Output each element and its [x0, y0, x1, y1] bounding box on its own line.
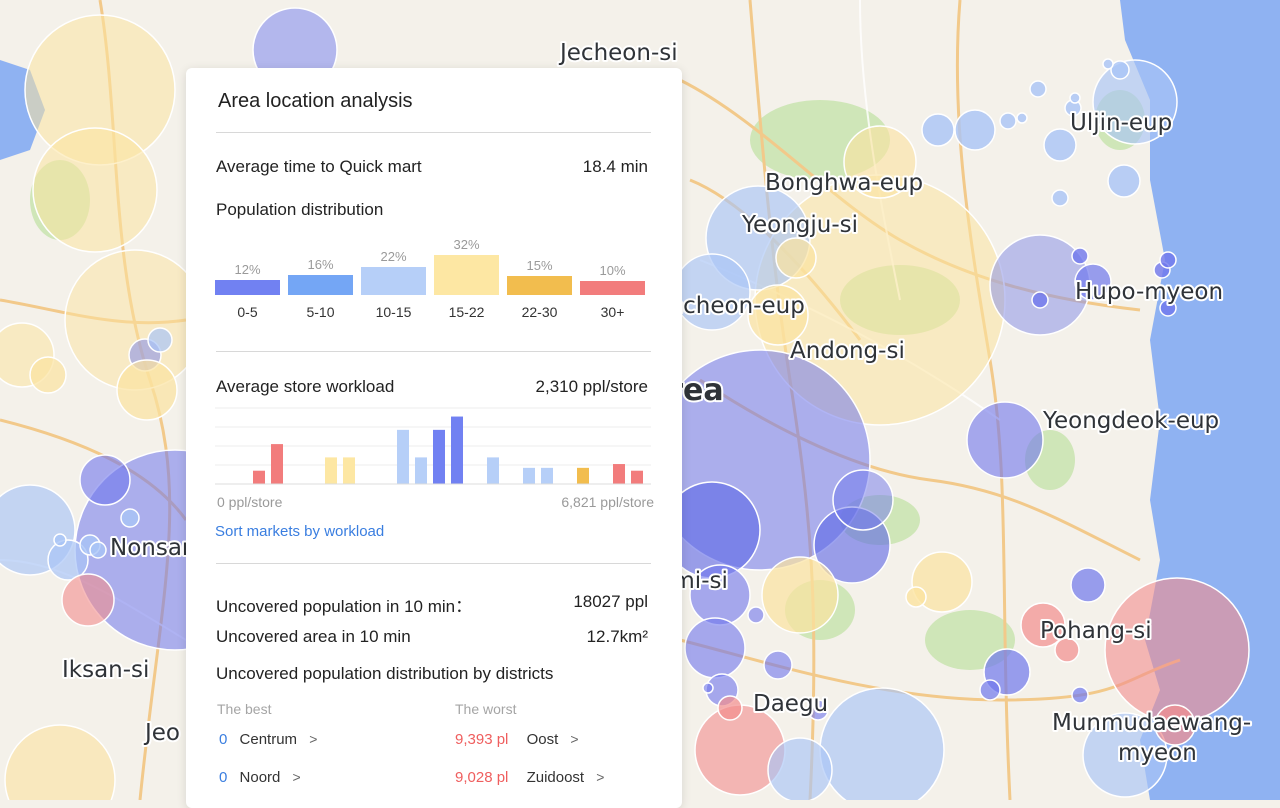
chevron-right-icon: > [309, 731, 318, 747]
workload-row: Average store workload 2,310 ppl/store [216, 377, 648, 397]
uncovered-pop-value: 18027 ppl [573, 592, 648, 611]
workload-bar [343, 457, 355, 484]
avg-time-row: Average time to Quick mart 18.4 min [216, 157, 648, 177]
workload-value: 2,310 ppl/store [535, 377, 648, 396]
bucket-label: 5-10 [306, 304, 335, 320]
best-district-value: 0 [219, 731, 228, 748]
chevron-right-icon: > [596, 769, 605, 785]
worst-district-value: 9,393 pl [455, 731, 509, 748]
bucket-label: 0-5 [237, 304, 258, 320]
bucket-label: 22-30 [521, 304, 558, 320]
bucket-bar [288, 275, 353, 295]
workload-bar [523, 467, 535, 484]
districts-title: Uncovered population distribution by dis… [216, 664, 554, 683]
panel-title: Area location analysis [218, 90, 413, 112]
chevron-right-icon: > [292, 769, 301, 785]
sort-by-workload-link[interactable]: Sort markets by workload [215, 523, 385, 540]
uncovered-area-label: Uncovered area in 10 min [216, 627, 411, 646]
bucket-bar [580, 281, 645, 295]
bucket-percent: 22% [380, 249, 407, 264]
bucket-percent: 12% [234, 262, 261, 277]
worst-district-value: 9,028 pl [455, 769, 509, 786]
uncovered-pop-row: Uncovered population in 10 min： 18027 pp… [216, 592, 648, 617]
bucket-percent: 16% [307, 257, 334, 272]
bucket-label: 15-22 [448, 304, 485, 320]
population-bucket-22-30: 15% 22-30 [507, 228, 572, 328]
bucket-label: 30+ [600, 304, 625, 320]
population-bucket-0-5: 12% 0-5 [215, 228, 280, 328]
uncovered-area-value: 12.7km² [586, 627, 648, 646]
best-district-value: 0 [219, 769, 228, 786]
workload-bar [271, 444, 283, 484]
city-label-munmudaewang: Munmudaewang- [1052, 710, 1251, 736]
city-label-hupo: Hupo-myeon [1075, 279, 1223, 305]
city-label-yeongdeok: Yeongdeok-eup [1042, 408, 1219, 434]
workload-bar [415, 457, 427, 484]
city-label-myeon: myeon [1118, 740, 1197, 766]
workload-bar [451, 416, 463, 484]
uncovered-area-row: Uncovered area in 10 min 12.7km² [216, 627, 648, 647]
bucket-bar [215, 280, 280, 295]
uncovered-pop-label: Uncovered population in 10 min： [216, 597, 473, 616]
city-label-iksan: Iksan-si [62, 657, 149, 683]
divider [216, 563, 651, 564]
city-label-bonghwa: Bonghwa-eup [765, 170, 923, 196]
worst-district-name: Oost [526, 731, 559, 748]
chevron-right-icon: > [570, 731, 579, 747]
population-distribution-chart: 12% 0-5 16% 5-10 22% 10-15 32% 15-22 15% 22-30 10%… [215, 228, 645, 328]
bucket-label: 10-15 [375, 304, 412, 320]
bucket-percent: 10% [599, 263, 626, 278]
avg-time-label: Average time to Quick mart [216, 157, 422, 176]
population-bucket-10-15: 22% 10-15 [361, 228, 426, 328]
workload-bar [325, 457, 337, 484]
workload-bar [541, 467, 553, 484]
best-district-1[interactable]: 0 Centrum > [219, 731, 317, 748]
workload-histogram [215, 407, 651, 485]
coverage-circles[interactable] [0, 7, 1250, 800]
city-label-andong: Andong-si [790, 338, 905, 364]
bucket-percent: 32% [453, 237, 480, 252]
city-label-jeo: Jeo [143, 720, 180, 746]
population-bucket-30+: 10% 30+ [580, 228, 645, 328]
workload-label: Average store workload [216, 377, 395, 396]
city-label-uljin: Uljin-eup [1070, 110, 1172, 136]
workload-bar [613, 464, 625, 484]
population-bucket-15-22: 32% 15-22 [434, 228, 499, 328]
population-bucket-5-10: 16% 5-10 [288, 228, 353, 328]
workload-bar [577, 467, 589, 484]
best-district-name: Centrum [239, 731, 298, 748]
workload-axis-min: 0 ppl/store [217, 494, 283, 510]
workload-bar [397, 429, 409, 484]
best-district-2[interactable]: 0 Noord > [219, 769, 301, 786]
worst-district-name: Zuidoost [526, 769, 585, 786]
city-label-nonsan: Nonsan [110, 535, 197, 561]
workload-bar [487, 457, 499, 484]
area-analysis-panel: Area location analysis Average time to Q… [186, 68, 682, 808]
best-district-name: Noord [239, 769, 281, 786]
bucket-bar [434, 255, 499, 295]
worst-district-2[interactable]: 9,028 pl Zuidoost > [455, 769, 604, 786]
workload-bar [253, 470, 265, 484]
divider [216, 351, 651, 352]
workload-bar [631, 470, 643, 484]
best-header: The best [217, 701, 272, 717]
bucket-bar [361, 267, 426, 295]
avg-time-value: 18.4 min [582, 157, 648, 176]
worst-district-1[interactable]: 9,393 pl Oost > [455, 731, 579, 748]
city-label-jecheon: Jecheon-si [558, 40, 678, 66]
population-title: Population distribution [216, 200, 384, 219]
workload-bar [433, 429, 445, 484]
city-label-pohang: Pohang-si [1040, 618, 1152, 644]
bucket-percent: 15% [526, 258, 553, 273]
divider [216, 132, 651, 133]
bucket-bar [507, 276, 572, 295]
city-label-daegu: Daegu [753, 691, 828, 717]
city-label-yeongju: Yeongju-si [741, 212, 858, 238]
worst-header: The worst [455, 701, 517, 717]
workload-axis-max: 6,821 ppl/store [561, 494, 654, 510]
